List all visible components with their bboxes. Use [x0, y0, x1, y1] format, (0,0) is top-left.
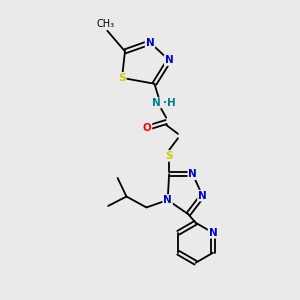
Text: ·H: ·H [163, 98, 175, 108]
Text: N: N [146, 38, 154, 47]
Text: N: N [198, 190, 207, 201]
Text: S: S [118, 73, 126, 83]
Text: N: N [208, 228, 217, 238]
Text: S: S [165, 151, 173, 161]
Text: CH₃: CH₃ [97, 19, 115, 29]
Text: N: N [188, 169, 197, 179]
Text: N: N [152, 98, 161, 108]
Text: N: N [163, 195, 172, 205]
Text: N: N [165, 55, 173, 65]
Text: O: O [143, 123, 152, 133]
